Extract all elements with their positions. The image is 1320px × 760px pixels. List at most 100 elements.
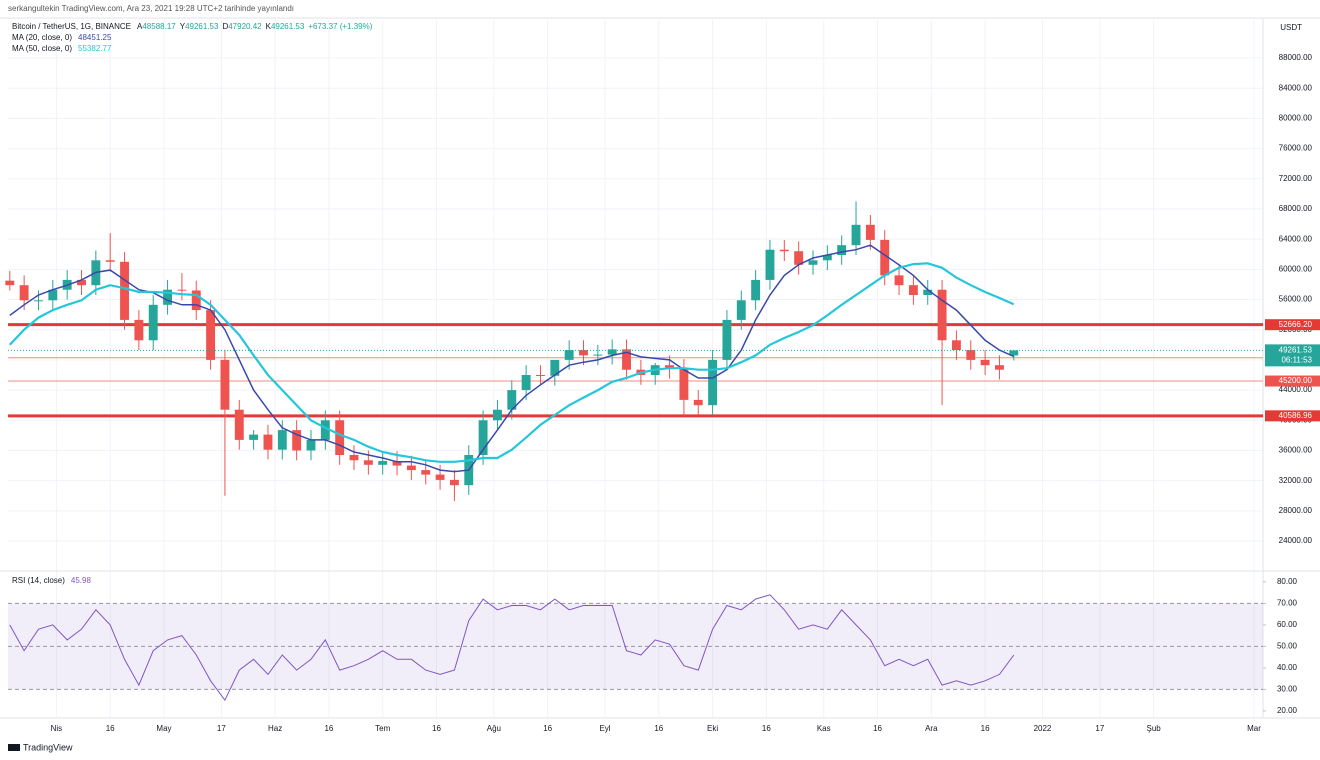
rsi-legend-value: 45.98: [71, 576, 92, 585]
x-tick-label: Eki: [707, 724, 718, 733]
rsi-tick-label: 60.00: [1277, 620, 1298, 629]
candle-body: [292, 430, 302, 451]
moving-average-line: [9, 262, 1015, 463]
candle-body: [105, 260, 115, 262]
legend-change: +673.37 (+1.39%): [308, 22, 372, 31]
x-tick-label: Ağu: [487, 724, 501, 733]
candle-body: [19, 285, 29, 301]
x-tick-label: 16: [873, 724, 882, 733]
candle-body: [320, 420, 330, 440]
candle-body: [120, 261, 129, 320]
y-tick-label: 80000.00: [1279, 114, 1313, 123]
candle-body: [206, 310, 216, 360]
legend-ohlc-label: A: [137, 22, 143, 31]
candle-body: [622, 349, 631, 370]
legend-ohlc-value: 49261.53: [185, 22, 219, 31]
ma-legend-value: 48451.25: [78, 33, 112, 42]
x-tick-label: 16: [654, 724, 663, 733]
candle-body: [995, 365, 1004, 370]
candle-body: [48, 289, 58, 301]
candle-body: [951, 340, 961, 351]
candle-body: [435, 474, 445, 480]
candle-body: [234, 409, 244, 440]
legend-ohlc-value: 49261.53: [271, 22, 305, 31]
level-label-bg: [1265, 410, 1320, 422]
candle-body: [249, 434, 259, 440]
legend-ohlc-label: D: [222, 22, 228, 31]
candle-body: [736, 300, 746, 320]
candle-body: [478, 420, 488, 455]
candle-body: [607, 349, 617, 355]
candle-body: [822, 255, 832, 261]
candle-body: [679, 368, 689, 400]
candle-body: [865, 224, 875, 240]
y-tick-label: 28000.00: [1279, 506, 1313, 515]
candle-body: [406, 465, 416, 471]
candle-body: [134, 319, 144, 341]
candle-body: [421, 470, 431, 475]
rsi-tick-label: 70.00: [1277, 599, 1298, 608]
candle-body: [665, 365, 675, 369]
header: serkangultekin TradingView.com, Ara 23, …: [8, 4, 294, 13]
candle-body: [507, 390, 517, 410]
y-tick-label: 60000.00: [1279, 264, 1313, 273]
rsi-tick-label: 30.00: [1277, 685, 1298, 694]
candle-body: [579, 350, 588, 356]
legend-ohlc-value: 48588.17: [142, 22, 176, 31]
x-tick-label: 16: [543, 724, 552, 733]
rsi-legend: RSI (14, close) 45.98: [12, 576, 91, 585]
y-tick-label: 56000.00: [1279, 295, 1313, 304]
candle-body: [392, 461, 402, 466]
candle-body: [937, 289, 947, 341]
candle-body: [349, 454, 359, 461]
y-tick-label: 88000.00: [1279, 53, 1313, 62]
y-tick-label: 32000.00: [1279, 476, 1313, 485]
x-tick-label: Mar: [1247, 724, 1261, 733]
logo-mark: [8, 744, 20, 751]
x-tick-label: Kas: [817, 724, 831, 733]
level-label: 52666.20: [1279, 320, 1313, 329]
rsi-tick-label: 80.00: [1277, 577, 1298, 586]
candle-body: [148, 304, 158, 341]
candle-body: [1009, 350, 1019, 356]
y-tick-label: 68000.00: [1279, 204, 1313, 213]
candle-body: [163, 289, 173, 305]
candle-body: [177, 289, 187, 291]
candle-body: [34, 300, 43, 302]
candle-body: [851, 224, 861, 246]
candle-body: [449, 479, 459, 486]
x-tick-label: 16: [324, 724, 333, 733]
y-tick-label: 76000.00: [1279, 144, 1313, 153]
x-tick-label: Şub: [1147, 724, 1162, 733]
x-tick-label: Tem: [375, 724, 390, 733]
candle-body: [263, 434, 273, 450]
level-label-bg: [1265, 319, 1320, 331]
candle-body: [191, 290, 201, 311]
currency-label: USDT: [1280, 23, 1302, 32]
candle-body: [837, 245, 847, 256]
candle-body: [77, 279, 86, 286]
ma-legend-name: MA (50, close, 0): [12, 44, 72, 53]
candle-body: [966, 350, 976, 360]
level-label: 45200.00: [1279, 376, 1313, 385]
candle-body: [335, 420, 345, 455]
y-tick-label: 36000.00: [1279, 446, 1313, 455]
candle-body: [808, 260, 818, 265]
y-tick-label: 64000.00: [1279, 234, 1313, 243]
candle-body: [593, 354, 603, 356]
footer: TradingView: [23, 742, 73, 752]
candle-body: [693, 399, 703, 406]
x-tick-label: Ara: [925, 724, 938, 733]
ma-legend: MA (50, close, 0) 55382.77: [12, 44, 112, 53]
current-price-label: 49261.53: [1279, 345, 1313, 354]
candle-body: [980, 359, 990, 366]
candle-body: [894, 275, 904, 286]
y-tick-label: 24000.00: [1279, 536, 1313, 545]
candle-body: [564, 350, 574, 360]
legend-ohlc-label: Y: [180, 22, 186, 31]
y-tick-label: 84000.00: [1279, 83, 1313, 92]
x-tick-label: 17: [217, 724, 226, 733]
candle-body: [493, 409, 502, 421]
ma-legend: MA (20, close, 0) 48451.25: [12, 33, 112, 42]
moving-average-line: [9, 244, 1015, 473]
